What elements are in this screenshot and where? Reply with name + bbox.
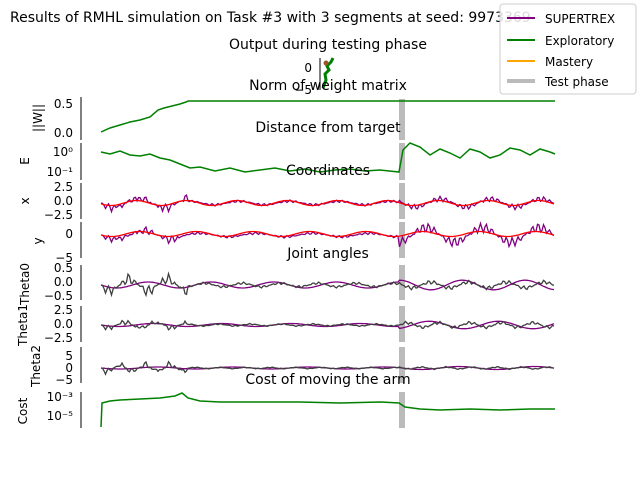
panel-theta2-ytick-2: −5	[55, 373, 73, 387]
panel-distance-title: Distance from target	[255, 120, 401, 136]
panel-theta2-ytick-1: 0	[65, 361, 73, 375]
panel-theta1-ytick-1: 0.0	[54, 317, 73, 331]
suptitle: Results of RMHL simulation on Task #3 wi…	[10, 10, 531, 26]
panel-output-marker	[323, 60, 329, 66]
panel-coord-x-series-supertrex	[100, 194, 555, 214]
panel-cost-ytick-1: 10⁻⁵	[47, 409, 74, 423]
panel-cost-ytick-0: 10⁻³	[47, 390, 74, 404]
panel-coord-y-ytick-0: 0	[65, 227, 73, 241]
panel-coord-x-ytick-0: 2.5	[54, 180, 73, 194]
panel-weight-norm-series-exploratory	[100, 100, 555, 133]
panel-coord-x-test-band	[399, 183, 405, 219]
panel-cost-series-exploratory	[100, 392, 555, 428]
legend-label-mastery: Mastery	[545, 55, 593, 69]
panel-theta2-ylabel: Theta2	[29, 345, 43, 388]
panel-theta0-test-band	[399, 265, 405, 300]
panel-theta0-ylabel: Theta0	[18, 263, 32, 306]
panel-theta0: Joint angles 0.5 0.0 −0.5 Theta0	[18, 246, 555, 306]
panel-cost-ylabel: Cost	[16, 397, 30, 424]
panel-weight-norm-ytick-1: 0.0	[54, 126, 73, 140]
panel-coord-x: Coordinates 2.5 0.0 −2.5 x	[18, 163, 555, 222]
panel-output: Output during testing phase 0 −5	[229, 37, 427, 97]
panel-distance-ylabel: E	[18, 157, 32, 165]
panel-output-title: Output during testing phase	[229, 37, 427, 53]
panel-weight-norm: Norm of weight matrix 0.5 0.0 ||W||	[31, 78, 555, 140]
panel-theta1-ytick-0: 2.5	[54, 303, 73, 317]
panel-distance-ytick-0: 10⁰	[53, 145, 73, 159]
panel-theta2-test-band	[399, 347, 405, 383]
panel-output-ytick-0: 0	[304, 61, 312, 75]
legend-box	[499, 3, 637, 95]
panel-coord-y-ylabel: y	[31, 237, 45, 244]
legend: SUPERTREX Exploratory Mastery Test phase	[499, 3, 637, 95]
panel-theta0-series-dark	[100, 271, 555, 298]
panel-theta1-ylabel: Theta1	[16, 304, 30, 347]
panel-coord-x-ytick-2: −2.5	[44, 208, 73, 222]
panel-coord-y-series-target	[100, 230, 555, 238]
panel-theta1-ytick-2: −2.5	[44, 331, 73, 345]
panel-theta0-ytick-1: 0.0	[54, 275, 73, 289]
panel-coord-x-series-target	[100, 199, 555, 207]
panel-distance-test-band	[399, 143, 405, 180]
panel-theta0-ytick-0: 0.5	[54, 261, 73, 275]
panel-cost-title: Cost of moving the arm	[245, 372, 410, 388]
legend-label-supertrex: SUPERTREX	[545, 12, 615, 26]
panel-weight-norm-ylabel: ||W||	[31, 104, 45, 132]
panel-cost: Cost of moving the arm 10⁻³ 10⁻⁵ Cost	[16, 372, 555, 428]
panel-coord-x-ytick-1: 0.0	[54, 194, 73, 208]
panel-distance: Distance from target 10⁰ 10⁻¹ E	[18, 120, 556, 180]
panel-theta1: 2.5 0.0 −2.5 Theta1	[16, 303, 555, 347]
panel-coord-x-title: Coordinates	[286, 163, 370, 179]
legend-label-exploratory: Exploratory	[545, 34, 614, 48]
panel-distance-series-exploratory	[100, 142, 556, 173]
panel-theta2: 5 0 −5 Theta2	[29, 345, 555, 388]
legend-label-test-phase: Test phase	[544, 75, 609, 89]
panel-coord-x-ylabel: x	[18, 197, 32, 204]
panel-theta2-ytick-0: 5	[65, 349, 73, 363]
panel-cost-test-band	[399, 392, 405, 428]
panel-theta1-series-dark	[100, 319, 555, 331]
panel-distance-ytick-1: 10⁻¹	[47, 165, 74, 179]
panel-coord-y: 0 −5 y	[31, 221, 555, 265]
panel-theta0-title: Joint angles	[286, 246, 369, 262]
panel-weight-norm-test-band	[399, 99, 405, 140]
panel-coord-y-ytick-1: −5	[55, 251, 73, 265]
panel-output-ytick-1: −5	[294, 83, 312, 97]
panel-theta0-ytick-2: −0.5	[44, 289, 73, 303]
panel-weight-norm-title: Norm of weight matrix	[249, 78, 407, 94]
panel-weight-norm-ytick-0: 0.5	[54, 97, 73, 111]
panel-output-trace	[321, 57, 335, 89]
panel-theta2-series-dark	[100, 360, 555, 376]
